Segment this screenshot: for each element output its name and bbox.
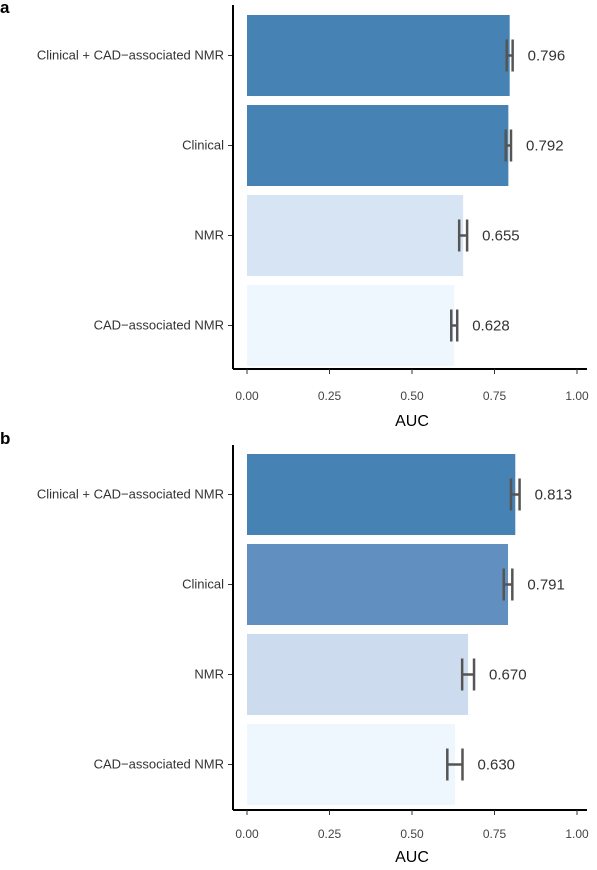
panel-letter: a bbox=[0, 0, 10, 17]
panel-a: a 0.796 Clinical + CAD−associated NMR 0.792… bbox=[0, 0, 589, 430]
x-tick-label: 0.25 bbox=[318, 389, 342, 403]
x-axis-title: AUC bbox=[395, 413, 429, 430]
x-axis-title: AUC bbox=[395, 849, 429, 865]
value-label: 0.670 bbox=[489, 667, 527, 684]
category-label: CAD−associated NMR bbox=[94, 318, 224, 333]
x-tick-label: 1.00 bbox=[565, 389, 589, 403]
value-label: 0.792 bbox=[526, 138, 564, 155]
bar-2 bbox=[247, 634, 469, 715]
bar-0 bbox=[247, 454, 516, 535]
bar-2 bbox=[247, 195, 464, 276]
bar-1 bbox=[247, 544, 509, 625]
x-tick-label: 0.25 bbox=[318, 827, 342, 841]
value-label: 0.628 bbox=[472, 318, 510, 335]
bar-3 bbox=[247, 724, 455, 805]
category-label: Clinical bbox=[182, 577, 224, 592]
category-label: Clinical + CAD−associated NMR bbox=[37, 487, 224, 502]
category-label: CAD−associated NMR bbox=[94, 757, 224, 772]
panel-b: b 0.813 Clinical + CAD−associated NMR 0.791… bbox=[0, 429, 589, 866]
x-tick-label: 0.50 bbox=[400, 389, 424, 403]
x-tick-label: 0.00 bbox=[235, 389, 259, 403]
value-label: 0.655 bbox=[482, 228, 520, 245]
x-tick-label: 0.00 bbox=[235, 827, 259, 841]
bar-0 bbox=[247, 15, 510, 96]
value-label: 0.796 bbox=[528, 48, 566, 65]
category-label: Clinical bbox=[182, 138, 224, 153]
category-label: NMR bbox=[194, 667, 224, 682]
x-tick-label: 0.75 bbox=[483, 827, 507, 841]
value-label: 0.630 bbox=[477, 757, 515, 774]
category-label: Clinical + CAD−associated NMR bbox=[37, 48, 224, 63]
value-label: 0.791 bbox=[527, 577, 565, 594]
category-label: NMR bbox=[194, 228, 224, 243]
x-tick-label: 0.75 bbox=[483, 389, 507, 403]
x-tick-label: 0.50 bbox=[400, 827, 424, 841]
value-label: 0.813 bbox=[535, 487, 573, 504]
bar-1 bbox=[247, 105, 509, 186]
panel-letter: b bbox=[0, 429, 10, 448]
x-tick-label: 1.00 bbox=[565, 827, 589, 841]
bar-3 bbox=[247, 285, 455, 366]
